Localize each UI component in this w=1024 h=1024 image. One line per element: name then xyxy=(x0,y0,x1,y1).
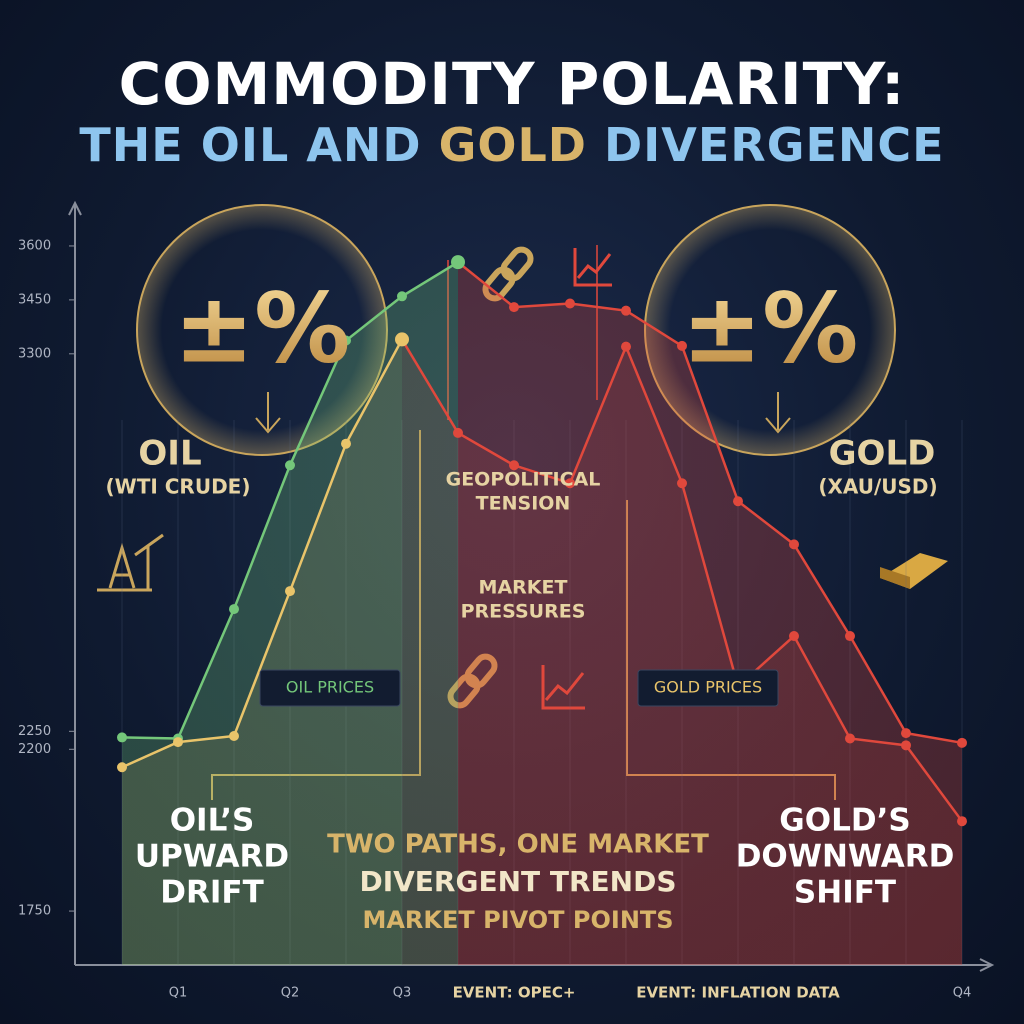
point xyxy=(565,298,575,309)
x-tick-label: EVENT: OPEC+ xyxy=(453,984,576,1002)
point xyxy=(621,305,631,316)
point xyxy=(341,335,351,346)
y-tick-label: 3600 xyxy=(18,238,51,253)
point xyxy=(901,740,911,751)
annotation: DIVERGENT TRENDS xyxy=(359,865,676,898)
y-tick-label: 2250 xyxy=(18,724,51,739)
point xyxy=(341,438,351,449)
point xyxy=(285,460,295,471)
annotation: GOLD’S xyxy=(779,803,910,839)
x-tick-label: Q3 xyxy=(393,986,412,1001)
point xyxy=(397,291,407,302)
chart-title: COMMODITY POLARITY: xyxy=(118,50,906,118)
annotation: TENSION xyxy=(476,493,571,515)
y-tick-label: 3300 xyxy=(18,346,51,361)
y-tick-label: 1750 xyxy=(18,904,51,919)
x-tick-label: Q2 xyxy=(281,986,300,1001)
point xyxy=(957,816,967,827)
point xyxy=(733,496,743,507)
annotation: UPWARD xyxy=(135,839,289,875)
point xyxy=(789,539,799,550)
point xyxy=(845,733,855,744)
point xyxy=(509,302,519,313)
annotation: OIL xyxy=(138,434,201,474)
point xyxy=(509,460,519,471)
arrow xyxy=(765,392,791,434)
point xyxy=(621,341,631,352)
annotation: GOLD xyxy=(829,434,936,474)
gold-bar-icon xyxy=(880,553,948,589)
point xyxy=(285,586,295,597)
annotation: PRESSURES xyxy=(461,601,586,623)
legend-label: OIL PRICES xyxy=(286,678,374,697)
line xyxy=(121,260,963,745)
annotation: ±% xyxy=(682,272,859,384)
legend-box xyxy=(259,669,401,707)
point xyxy=(173,737,183,748)
point xyxy=(565,478,575,489)
x-tick-label: Q4 xyxy=(953,986,972,1001)
derrick-icon xyxy=(97,533,164,592)
point xyxy=(451,255,465,270)
point xyxy=(117,732,127,743)
y-tick-label: 2200 xyxy=(18,742,51,757)
arrow xyxy=(255,392,281,434)
subtitle-part: GOLD xyxy=(438,118,587,172)
point xyxy=(845,631,855,642)
point xyxy=(957,737,967,748)
annotation: DOWNWARD xyxy=(736,839,955,875)
axis xyxy=(68,200,995,972)
annotation: DRIFT xyxy=(160,875,263,911)
chart-subtitle: THE OIL AND GOLD DIVERGENCE xyxy=(0,118,1024,172)
x-tick-label: Q1 xyxy=(169,986,188,1001)
legend-box xyxy=(637,669,779,707)
point xyxy=(229,730,239,741)
annotation: (XAU/USD) xyxy=(818,475,937,499)
point xyxy=(453,427,463,438)
annotation: OIL’S xyxy=(170,803,255,839)
annotation: MARKET xyxy=(479,577,568,599)
point xyxy=(677,478,687,489)
point xyxy=(229,604,239,615)
annotation: GEOPOLITICAL xyxy=(446,469,601,491)
point xyxy=(677,340,687,351)
area xyxy=(122,339,962,965)
annotation: TWO PATHS, ONE MARKET xyxy=(327,830,709,860)
annotation: ±% xyxy=(174,272,351,384)
point xyxy=(901,728,911,739)
annotation: SHIFT xyxy=(794,875,896,911)
subtitle-part: THE OIL AND xyxy=(79,118,439,172)
point xyxy=(395,332,409,347)
subtitle-part: DIVERGENCE xyxy=(586,118,945,172)
line xyxy=(121,336,964,822)
annotation: (WTI CRUDE) xyxy=(106,475,251,499)
annotation: MARKET PIVOT POINTS xyxy=(362,906,673,934)
y-tick-label: 3450 xyxy=(18,292,51,307)
point xyxy=(789,631,799,642)
legend-label: GOLD PRICES xyxy=(654,678,762,697)
point xyxy=(117,762,127,773)
x-tick-label: EVENT: INFLATION DATA xyxy=(636,984,840,1002)
